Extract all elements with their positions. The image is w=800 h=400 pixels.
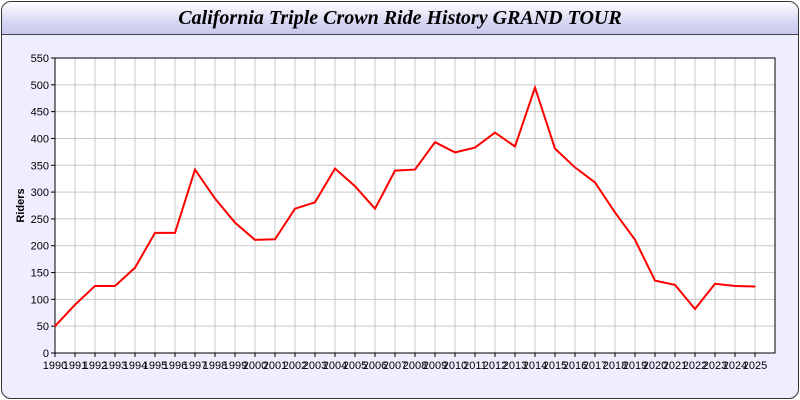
x-tick-label: 1993 <box>103 360 127 372</box>
data-point <box>174 232 176 234</box>
y-tick-label: 250 <box>31 214 49 226</box>
data-point <box>214 197 216 200</box>
data-point <box>194 168 196 171</box>
y-tick-label: 550 <box>31 53 49 65</box>
y-tick-label: 500 <box>31 80 49 92</box>
x-tick-label: 2009 <box>423 360 447 372</box>
x-tick-label: 2022 <box>683 360 707 372</box>
x-tick-label: 2020 <box>643 360 667 372</box>
y-axis-label: Riders <box>15 188 27 222</box>
x-tick-label: 2011 <box>463 360 487 372</box>
x-tick-label: 2000 <box>243 360 267 372</box>
plot-border <box>54 57 776 354</box>
x-tick-label: 1996 <box>163 360 187 372</box>
y-tick-label: 150 <box>31 268 49 280</box>
x-tick-label: 2025 <box>743 360 767 372</box>
data-point <box>234 221 236 224</box>
x-tick-label: 2010 <box>443 360 467 372</box>
series-line <box>54 84 756 327</box>
data-point <box>474 146 476 149</box>
data-point <box>654 279 656 282</box>
data-point <box>274 238 276 241</box>
x-tick-label: 1991 <box>63 360 87 372</box>
x-tick-label: 2003 <box>303 360 327 372</box>
x-tick-label: 2018 <box>603 360 627 372</box>
data-point <box>534 86 536 89</box>
x-tick-label: 1994 <box>123 360 147 372</box>
data-point <box>414 168 416 171</box>
data-point <box>394 169 396 172</box>
data-point <box>254 239 256 241</box>
x-tick-label: 2017 <box>583 360 607 372</box>
data-point <box>314 201 316 204</box>
title-bar: California Triple Crown Ride History GRA… <box>2 2 798 35</box>
y-tick-label: 450 <box>31 107 49 119</box>
data-point <box>574 166 576 169</box>
data-point <box>494 131 496 134</box>
data-point <box>434 141 436 144</box>
y-tick-label: 200 <box>31 241 49 253</box>
data-point <box>294 207 296 210</box>
data-point <box>154 232 156 234</box>
data-point <box>514 145 516 148</box>
data-point <box>734 285 736 287</box>
y-tick-label: 400 <box>31 133 49 145</box>
data-point <box>374 207 376 210</box>
data-point <box>94 285 96 287</box>
data-point <box>74 303 76 306</box>
data-point <box>354 185 356 187</box>
data-point <box>54 325 56 327</box>
x-tick-label: 1999 <box>223 360 247 372</box>
data-point <box>334 167 336 170</box>
x-tick-label: 2001 <box>263 360 287 372</box>
x-tick-label: 1992 <box>83 360 107 372</box>
y-tick-label: 50 <box>37 321 49 333</box>
x-tick-label: 2004 <box>323 360 347 372</box>
data-point <box>594 181 596 184</box>
x-tick-label: 2019 <box>623 360 647 372</box>
data-point <box>754 285 756 288</box>
x-tick-label: 1997 <box>183 360 207 372</box>
x-tick-label: 2005 <box>343 360 367 372</box>
y-tick-label: 350 <box>31 160 49 172</box>
data-point <box>614 211 616 214</box>
x-tick-label: 2015 <box>543 360 567 372</box>
x-tick-label: 2008 <box>403 360 427 372</box>
y-tick-label: 300 <box>31 187 49 199</box>
x-tick-label: 2013 <box>503 360 527 372</box>
x-tick-label: 2016 <box>563 360 587 372</box>
data-point <box>674 284 676 286</box>
x-tick-label: 2002 <box>283 360 307 372</box>
y-tick-label: 0 <box>43 348 49 360</box>
data-point <box>114 285 116 287</box>
x-tick-label: 2024 <box>723 360 747 372</box>
data-point <box>554 147 556 150</box>
chart-title: California Triple Crown Ride History GRA… <box>178 7 622 29</box>
x-tick-label: 2014 <box>523 360 547 372</box>
data-point <box>694 308 696 310</box>
data-point <box>454 151 456 154</box>
x-tick-label: 2006 <box>363 360 387 372</box>
data-point <box>634 239 636 241</box>
data-point <box>134 266 136 269</box>
y-tick-label: 100 <box>31 294 49 306</box>
x-tick-label: 1995 <box>143 360 167 372</box>
x-tick-label: 1990 <box>43 360 67 372</box>
x-tick-label: 2007 <box>383 360 407 372</box>
x-tick-label: 1998 <box>203 360 227 372</box>
data-point <box>714 283 716 285</box>
x-tick-label: 2021 <box>663 360 687 372</box>
x-tick-label: 2012 <box>483 360 507 372</box>
x-tick-label: 2023 <box>703 360 727 372</box>
